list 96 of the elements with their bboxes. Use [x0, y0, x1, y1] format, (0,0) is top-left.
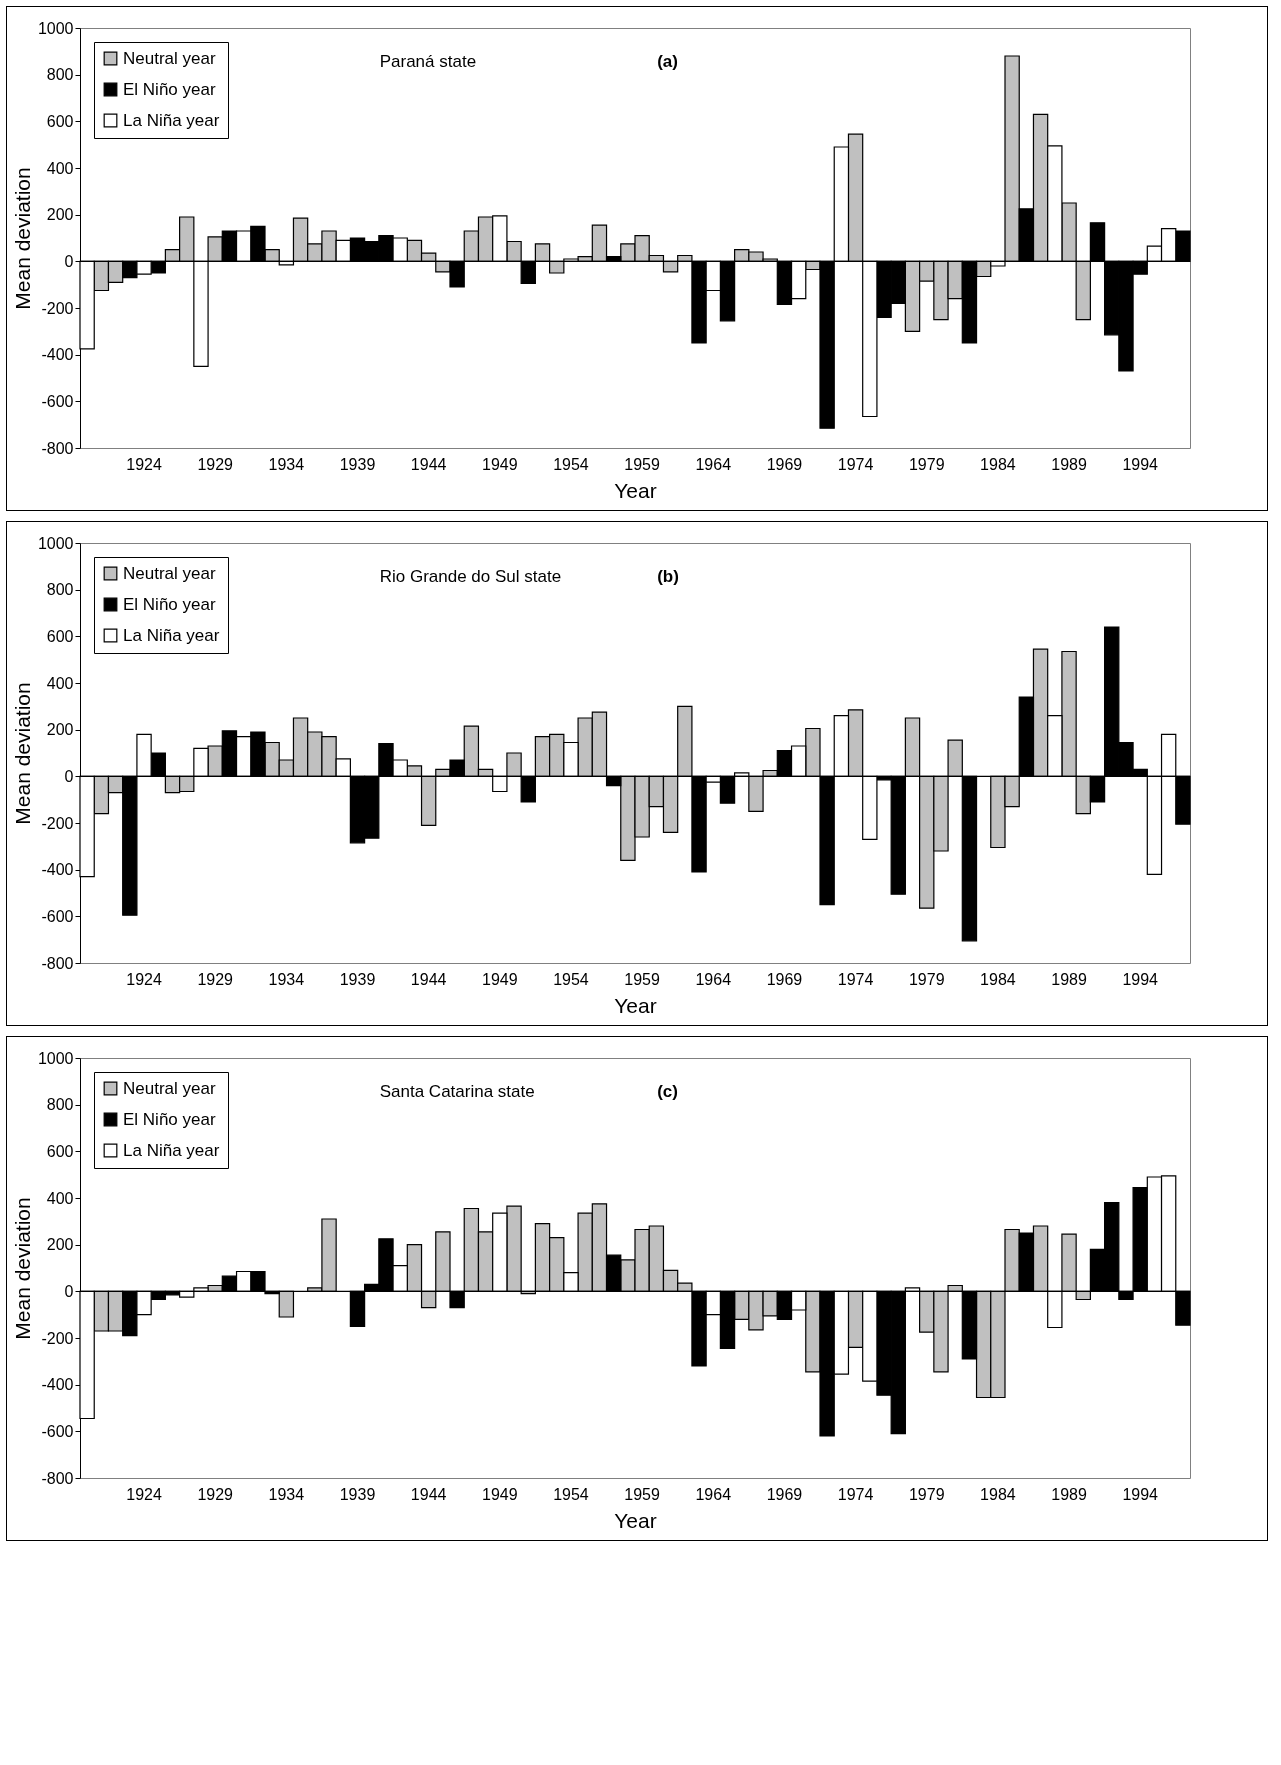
x-tick-label: 1964 [695, 970, 732, 988]
x-tick-label: 1989 [1051, 970, 1087, 988]
x-tick-label: 1929 [197, 455, 234, 473]
y-tick-label: 800 [46, 66, 74, 84]
x-tick-label: 1964 [695, 1485, 732, 1503]
x-tick-label: 1974 [837, 455, 874, 473]
legend-label: La Niña year [123, 110, 220, 130]
x-tick-label: 1929 [197, 1485, 234, 1503]
x-tick-label: 1939 [339, 455, 376, 473]
x-tick-label: 1984 [980, 455, 1016, 473]
x-tick-label: 1974 [837, 1485, 874, 1503]
y-tick-label: 600 [46, 112, 74, 130]
y-tick-label: -600 [41, 392, 74, 410]
y-tick-label: -400 [41, 346, 74, 364]
y-tick-label: -400 [41, 1376, 74, 1394]
legend-label: El Niño year [123, 594, 216, 614]
x-axis-title: Year [614, 993, 657, 1017]
legend-label: La Niña year [123, 625, 220, 645]
y-tick-label: -200 [41, 814, 74, 832]
y-tick-label: -800 [41, 439, 74, 457]
y-tick-label: -800 [41, 954, 74, 972]
x-tick-label: 1984 [980, 1485, 1016, 1503]
x-tick-label: 1949 [482, 455, 518, 473]
x-tick-label: 1959 [624, 455, 661, 473]
legend-label: Neutral year [123, 48, 216, 68]
x-tick-label: 1979 [908, 455, 945, 473]
x-tick-label: 1924 [126, 455, 162, 473]
y-tick-label: -600 [41, 907, 74, 925]
x-tick-label: 1924 [126, 970, 162, 988]
x-tick-label: 1959 [624, 970, 661, 988]
x-tick-label: 1954 [553, 970, 589, 988]
x-axis-title: Year [614, 478, 657, 502]
y-tick-label: -600 [41, 1422, 74, 1440]
x-tick-label: 1989 [1051, 455, 1087, 473]
x-tick-label: 1934 [268, 1485, 305, 1503]
x-tick-label: 1929 [197, 970, 234, 988]
legend-label: El Niño year [123, 1109, 216, 1129]
x-tick-label: 1934 [268, 455, 305, 473]
y-tick-label: 0 [64, 1282, 74, 1300]
y-tick-label: 1000 [37, 19, 74, 37]
y-tick-label: 400 [46, 159, 74, 177]
y-axis-title: Mean deviation [10, 1197, 34, 1340]
y-tick-label: 400 [46, 1189, 74, 1207]
text: Paraná state [379, 52, 477, 71]
y-axis-title: Mean deviation [10, 682, 34, 825]
y-tick-label: -800 [41, 1469, 74, 1487]
x-tick-label: 1939 [339, 970, 376, 988]
x-tick-label: 1994 [1122, 455, 1159, 473]
x-tick-label: 1994 [1122, 970, 1159, 988]
x-tick-label: 1984 [980, 970, 1016, 988]
y-tick-label: 200 [46, 721, 74, 739]
x-tick-label: 1969 [766, 970, 803, 988]
y-tick-label: 0 [64, 252, 74, 270]
x-tick-label: 1979 [908, 970, 945, 988]
y-tick-label: 200 [46, 206, 74, 224]
x-tick-label: 1969 [766, 455, 803, 473]
y-tick-label: 800 [46, 1096, 74, 1114]
x-tick-label: 1979 [908, 1485, 945, 1503]
x-tick-label: 1949 [482, 970, 518, 988]
x-tick-label: 1939 [339, 1485, 376, 1503]
x-tick-label: 1949 [482, 1485, 518, 1503]
annotation: (c) [657, 1082, 678, 1101]
x-tick-label: 1989 [1051, 1485, 1087, 1503]
annotation: (a) [657, 52, 678, 71]
x-tick-label: 1969 [766, 1485, 803, 1503]
y-tick-label: 200 [46, 1236, 74, 1254]
x-tick-label: 1944 [410, 1485, 447, 1503]
x-tick-label: 1944 [410, 970, 447, 988]
x-axis-title: Year [614, 1508, 657, 1532]
x-tick-label: 1924 [126, 1485, 162, 1503]
legend-label: El Niño year [123, 79, 216, 99]
text: Rio Grande do Sul state [379, 567, 562, 586]
legend-label: Neutral year [123, 563, 216, 583]
x-tick-label: 1974 [837, 970, 874, 988]
y-tick-label: 0 [64, 767, 74, 785]
legend-label: Neutral year [123, 1078, 216, 1098]
y-tick-label: 600 [46, 1142, 74, 1160]
x-tick-label: 1934 [268, 970, 305, 988]
y-tick-label: -400 [41, 861, 74, 879]
y-tick-label: 600 [46, 627, 74, 645]
y-tick-label: 400 [46, 674, 74, 692]
y-tick-label: 1000 [37, 1049, 74, 1067]
y-tick-label: -200 [41, 299, 74, 317]
x-tick-label: 1959 [624, 1485, 661, 1503]
y-tick-label: 1000 [37, 534, 74, 552]
y-tick-label: -200 [41, 1329, 74, 1347]
y-axis-title: Mean deviation [10, 167, 34, 310]
y-tick-label: 800 [46, 581, 74, 599]
x-tick-label: 1964 [695, 455, 732, 473]
x-tick-label: 1954 [553, 1485, 589, 1503]
text: Santa Catarina state [379, 1082, 535, 1101]
legend-label: La Niña year [123, 1140, 220, 1160]
annotation: (b) [657, 567, 679, 586]
x-tick-label: 1954 [553, 455, 589, 473]
x-tick-label: 1944 [410, 455, 447, 473]
x-tick-label: 1994 [1122, 1485, 1159, 1503]
